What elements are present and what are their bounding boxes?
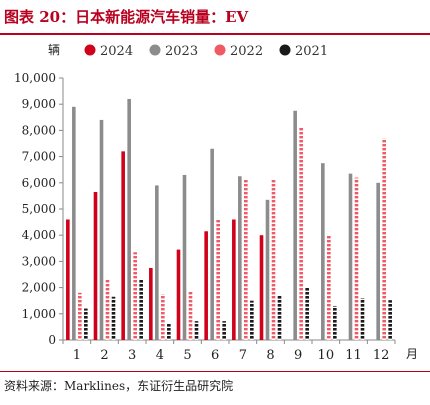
bar-2021-11 bbox=[360, 298, 365, 340]
bar-2021-2 bbox=[111, 296, 116, 340]
x-tick-label: 2 bbox=[100, 348, 108, 363]
legend-swatch bbox=[214, 44, 226, 56]
x-tick-label: 10 bbox=[318, 348, 335, 363]
source-divider bbox=[0, 371, 430, 372]
legend: 2024 2023 2022 2021 bbox=[84, 44, 328, 59]
x-tick-label: 4 bbox=[156, 348, 164, 363]
bar-2024-2 bbox=[93, 191, 98, 340]
bar-2022-9 bbox=[299, 127, 303, 340]
legend-label: 2023 bbox=[165, 44, 198, 59]
y-tick-label: 3,000 bbox=[22, 254, 56, 268]
title-divider bbox=[0, 33, 430, 35]
legend-label: 2024 bbox=[100, 44, 133, 59]
bar-2022-12 bbox=[382, 138, 386, 340]
y-tick-label: 7,000 bbox=[22, 150, 56, 164]
bar-2023-5 bbox=[182, 174, 187, 340]
x-tick-label: 11 bbox=[345, 348, 362, 363]
y-tick-label: 2,000 bbox=[22, 281, 56, 295]
bar-2024-4 bbox=[149, 267, 153, 340]
bar-2023-6 bbox=[210, 148, 214, 340]
y-axis-unit-label: 辆 bbox=[48, 43, 60, 57]
chart-title: 图表 20：日本新能源汽车销量：EV bbox=[4, 8, 249, 26]
y-tick-label: 9,000 bbox=[22, 97, 56, 111]
bar-2021-4 bbox=[167, 322, 171, 340]
bar-2023-4 bbox=[155, 185, 159, 340]
bar-2022-7 bbox=[244, 178, 248, 340]
legend-item-2024: 2024 bbox=[84, 44, 133, 59]
x-axis: 1 2 3 4 5 6 7 8 9 10 11 12 bbox=[62, 339, 396, 363]
x-tick-label: 12 bbox=[373, 348, 390, 363]
bar-2023-3 bbox=[127, 98, 131, 341]
y-tick-label: 0 bbox=[48, 333, 56, 347]
y-tick-label: 6,000 bbox=[22, 176, 56, 190]
legend-swatch bbox=[149, 44, 161, 56]
bar-2023-8 bbox=[265, 199, 270, 340]
legend-label: 2021 bbox=[295, 44, 328, 59]
legend-label: 2022 bbox=[230, 44, 263, 59]
y-tick-label: 10,000 bbox=[14, 71, 56, 85]
bar-2021-6 bbox=[222, 321, 226, 340]
x-tick-label: 7 bbox=[239, 348, 247, 363]
bar-2022-11 bbox=[354, 177, 359, 340]
bar-2022-8 bbox=[271, 178, 276, 340]
legend-item-2022: 2022 bbox=[214, 44, 263, 59]
bar-2024-7 bbox=[232, 219, 236, 340]
bars bbox=[66, 98, 392, 341]
y-tick-label: 4,000 bbox=[22, 228, 56, 242]
bar-2022-1 bbox=[78, 292, 82, 340]
bar-2024-8 bbox=[259, 235, 264, 340]
x-tick-label: 5 bbox=[183, 348, 191, 363]
bar-2021-7 bbox=[250, 300, 254, 340]
ev-sales-bar-chart: 辆 2024 2023 2022 2021 0 1,000 2,000 3,000 4,000… bbox=[14, 43, 418, 363]
bar-2021-12 bbox=[388, 300, 392, 340]
x-tick-label: 8 bbox=[266, 348, 274, 363]
bar-2021-10 bbox=[333, 305, 337, 340]
bar-2021-9 bbox=[305, 287, 309, 340]
x-tick-label: 1 bbox=[73, 348, 81, 363]
legend-item-2021: 2021 bbox=[279, 44, 328, 59]
bar-2021-8 bbox=[277, 295, 282, 340]
y-tick-label: 1,000 bbox=[22, 307, 56, 321]
bar-2023-11 bbox=[348, 173, 353, 340]
bar-2024-6 bbox=[204, 231, 208, 340]
bar-2024-1 bbox=[66, 219, 70, 340]
bar-2024-3 bbox=[121, 151, 125, 340]
bar-2022-4 bbox=[161, 294, 165, 340]
bar-2021-5 bbox=[194, 321, 199, 340]
legend-item-2023: 2023 bbox=[149, 44, 198, 59]
bar-2022-5 bbox=[188, 291, 193, 340]
bar-2021-1 bbox=[84, 308, 88, 340]
legend-swatch bbox=[84, 44, 96, 56]
y-tick-label: 5,000 bbox=[22, 202, 56, 216]
bar-2023-7 bbox=[238, 176, 242, 340]
bar-2023-1 bbox=[72, 106, 76, 340]
bar-2022-10 bbox=[327, 235, 331, 340]
bar-2022-3 bbox=[133, 252, 137, 340]
source-note: 资料来源：Marklines，东证衍生品研究院 bbox=[4, 379, 234, 393]
bar-2022-6 bbox=[216, 219, 220, 340]
legend-swatch bbox=[279, 44, 291, 56]
bar-2021-3 bbox=[139, 279, 143, 340]
y-tick-label: 8,000 bbox=[22, 123, 56, 137]
bar-2022-2 bbox=[105, 279, 110, 340]
x-axis-unit-label: 月 bbox=[406, 347, 418, 361]
y-axis: 0 1,000 2,000 3,000 4,000 5,000 6,000 7,000 8,00… bbox=[14, 71, 64, 347]
bar-2023-10 bbox=[321, 163, 325, 340]
x-tick-label: 3 bbox=[128, 348, 136, 363]
x-tick-label: 6 bbox=[211, 348, 219, 363]
bar-2024-5 bbox=[176, 249, 181, 340]
x-tick-label: 9 bbox=[294, 348, 302, 363]
bar-2023-9 bbox=[293, 110, 297, 340]
bar-2023-12 bbox=[376, 182, 380, 340]
bar-2023-2 bbox=[99, 119, 104, 340]
